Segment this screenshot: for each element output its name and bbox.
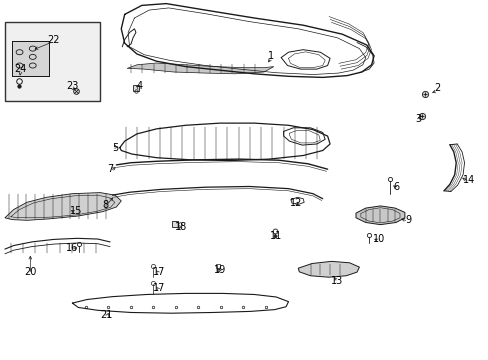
Text: 7: 7 xyxy=(107,164,113,174)
Text: 2: 2 xyxy=(434,83,440,93)
Polygon shape xyxy=(127,63,273,74)
Text: 3: 3 xyxy=(414,114,420,124)
Text: 17: 17 xyxy=(152,267,165,277)
Polygon shape xyxy=(355,206,404,225)
Text: 19: 19 xyxy=(213,265,226,275)
Text: 23: 23 xyxy=(66,81,79,91)
Polygon shape xyxy=(12,41,49,76)
Text: 15: 15 xyxy=(69,206,82,216)
Text: 10: 10 xyxy=(372,234,385,244)
Text: 6: 6 xyxy=(392,182,398,192)
Text: 24: 24 xyxy=(14,64,27,74)
Text: 12: 12 xyxy=(289,198,302,208)
Text: 17: 17 xyxy=(152,283,165,293)
Text: 1: 1 xyxy=(268,51,274,61)
Text: 11: 11 xyxy=(269,231,282,241)
Text: 16: 16 xyxy=(66,243,79,253)
Text: 9: 9 xyxy=(405,215,410,225)
Polygon shape xyxy=(5,193,121,220)
Text: 13: 13 xyxy=(330,276,343,286)
Text: 22: 22 xyxy=(47,35,60,45)
Text: 18: 18 xyxy=(174,222,187,232)
Text: 5: 5 xyxy=(112,143,118,153)
Text: 8: 8 xyxy=(102,200,108,210)
Text: 20: 20 xyxy=(24,267,37,277)
Polygon shape xyxy=(298,261,359,277)
Text: 4: 4 xyxy=(136,81,142,91)
Text: 21: 21 xyxy=(100,310,113,320)
Text: 14: 14 xyxy=(462,175,475,185)
Bar xyxy=(5,22,100,101)
